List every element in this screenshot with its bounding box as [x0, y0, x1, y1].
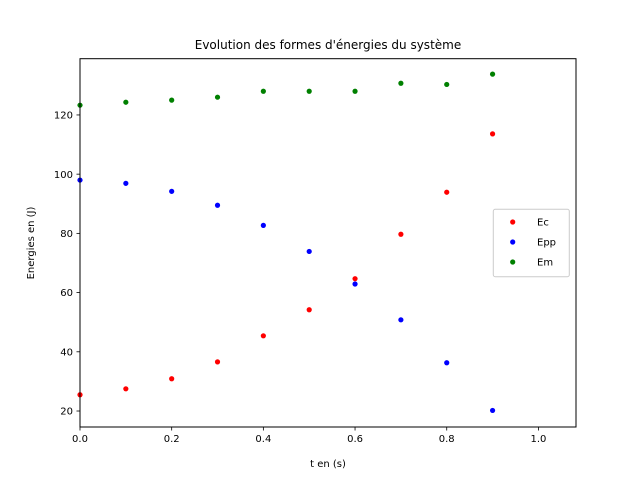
data-point-em [169, 97, 175, 103]
legend-label-ec: Ec [537, 218, 549, 229]
data-point-epp [169, 188, 175, 194]
y-axis-label: Energies en (J) [26, 206, 37, 279]
x-tick-label: 0.4 [255, 434, 271, 445]
x-tick-label: 1.0 [530, 434, 546, 445]
y-tick-label: 60 [60, 288, 73, 299]
data-point-em [444, 81, 450, 88]
data-point-ec [260, 333, 266, 339]
data-point-em [489, 71, 496, 77]
legend-marker-em [510, 259, 516, 265]
x-tick-label: 0.8 [439, 434, 455, 445]
x-tick-label: 0.6 [347, 434, 363, 445]
data-point-ec [123, 386, 129, 392]
x-axis-label: t en (s) [310, 459, 346, 470]
legend-marker-ec [510, 219, 516, 225]
data-point-ec [214, 359, 221, 365]
data-point-em [352, 88, 358, 94]
data-point-em [123, 99, 129, 105]
data-point-ec [489, 131, 496, 137]
legend-box [492, 208, 570, 278]
x-tick-label: 0.2 [164, 434, 180, 445]
x-tick-label: 0.0 [72, 434, 88, 445]
legend-marker-epp [510, 239, 516, 245]
x-axis-ticks: 0.0 0.2 0.4 0.6 0.8 1.0 [72, 427, 546, 445]
chart-title: Evolution des formes d'énergies du systè… [195, 38, 461, 52]
data-points [77, 71, 496, 414]
legend-label-em: Em [537, 258, 553, 269]
y-tick-label: 100 [54, 170, 73, 181]
y-tick-label: 40 [60, 347, 73, 358]
data-point-em [398, 80, 404, 86]
y-tick-label: 20 [60, 407, 73, 418]
data-point-ec [352, 276, 358, 282]
legend-label-epp: Epp [537, 238, 556, 249]
data-point-epp [489, 407, 496, 414]
data-point-epp [398, 317, 404, 323]
data-point-em [306, 88, 312, 94]
data-point-ec [444, 189, 450, 195]
axes-frame [79, 58, 577, 428]
data-point-epp [444, 360, 450, 366]
data-point-em [214, 94, 221, 100]
data-point-epp [260, 222, 266, 228]
data-point-epp [123, 180, 129, 186]
data-point-epp [306, 248, 312, 255]
legend: Ec Epp Em [492, 208, 570, 278]
y-tick-label: 80 [60, 229, 73, 240]
data-point-epp [214, 202, 221, 208]
data-point-epp [352, 281, 358, 287]
y-tick-label: 120 [54, 111, 73, 122]
data-point-ec [398, 231, 404, 237]
data-point-ec [306, 307, 312, 313]
data-point-ec [169, 376, 175, 382]
data-point-em [260, 88, 266, 94]
y-axis-ticks: 20 40 60 80 100 120 [54, 111, 80, 418]
